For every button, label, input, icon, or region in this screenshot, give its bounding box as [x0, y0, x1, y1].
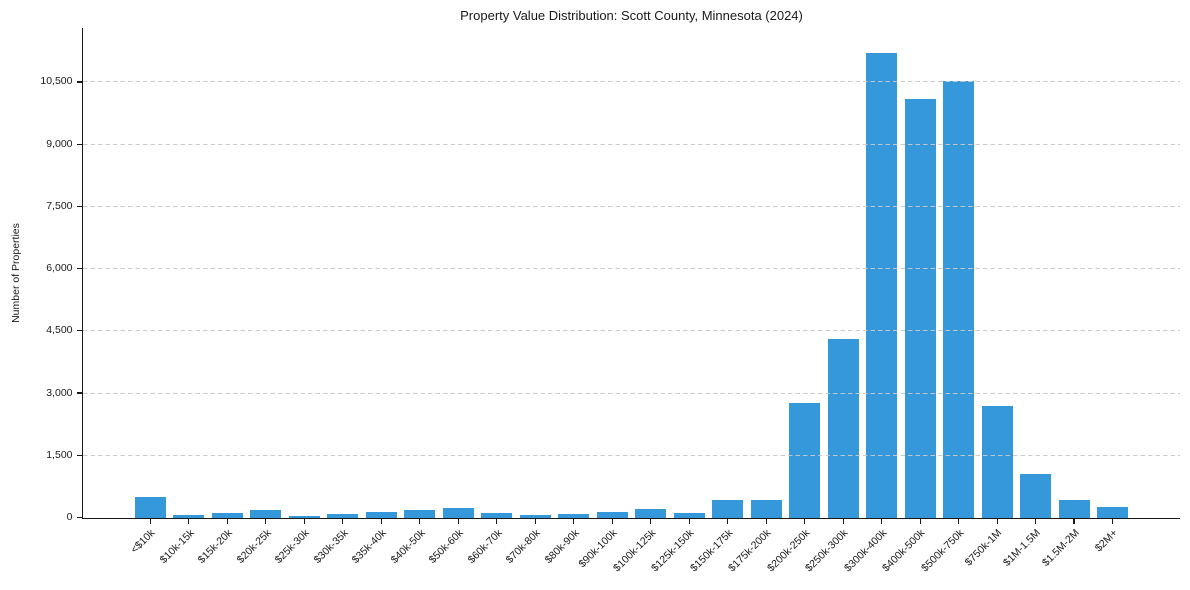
bar-$25k-30k — [288, 515, 320, 518]
x-tick-mark — [496, 519, 498, 525]
x-tick-mark — [342, 519, 344, 525]
gridline — [83, 392, 1180, 394]
x-tick-mark — [265, 519, 267, 525]
x-tick-mark — [804, 519, 806, 525]
y-axis-spine — [81, 28, 83, 519]
x-axis-labels: <$10k $10k-15k $15k-20k $20k-25k $25k-30k $30… — [83, 527, 1180, 587]
x-tick-label: $15k-20k — [195, 527, 235, 567]
x-tick-mark — [573, 519, 575, 525]
bar-$500k-750k — [943, 81, 975, 518]
bar-$90k-100k — [596, 511, 628, 518]
x-tick-mark — [149, 519, 151, 525]
y-tick-mark — [76, 330, 82, 332]
bar-$400k-500k — [904, 98, 936, 518]
x-tick-mark — [419, 519, 421, 525]
bar-$300k-400k — [866, 52, 898, 518]
y-tick-mark — [76, 392, 82, 394]
y-tick-mark — [76, 516, 82, 519]
x-tick-mark — [1035, 519, 1037, 525]
bar-$80k-90k — [558, 513, 590, 518]
bar-$10k-15k — [173, 515, 205, 518]
y-tick-mark — [76, 205, 82, 208]
x-tick-mark — [919, 519, 921, 525]
x-tick-label: $25k-30k — [272, 527, 312, 567]
bar-$750k-1M — [981, 405, 1013, 518]
bar-$250k-300k — [827, 339, 859, 518]
x-tick-label: $50k-60k — [426, 527, 466, 567]
x-tick-label: $35k-40k — [349, 527, 389, 567]
y-tick-mark — [76, 454, 82, 456]
x-tick-mark — [1111, 519, 1114, 525]
gridline — [83, 330, 1180, 332]
x-axis-spine — [81, 517, 1180, 520]
x-tick-mark — [727, 519, 729, 525]
y-tick-label: 9,000 — [46, 137, 73, 150]
gridline — [83, 268, 1180, 270]
y-tick-label: 1,500 — [46, 448, 73, 461]
bar-$40k-50k — [404, 509, 436, 518]
bar-$60k-70k — [481, 513, 513, 518]
y-tick-label: 3,000 — [46, 386, 73, 399]
x-tick-label: $10k-15k — [157, 527, 197, 567]
x-tick-mark — [996, 519, 998, 525]
plot-area — [83, 28, 1180, 518]
x-tick-label: $60k-70k — [465, 527, 505, 567]
x-tick-mark — [611, 519, 613, 525]
y-tick-mark — [76, 81, 82, 83]
bar-$125k-150k — [673, 512, 705, 518]
x-tick-mark — [881, 519, 883, 525]
bar-$2M+ — [1097, 507, 1129, 518]
bar-$50k-60k — [442, 508, 474, 518]
gridline — [83, 205, 1180, 207]
x-tick-mark — [303, 519, 305, 525]
x-tick-mark — [226, 519, 228, 525]
bar-$20k-25k — [250, 510, 282, 518]
bar-$35k-40k — [365, 511, 397, 518]
x-tick-label: $30k-35k — [311, 527, 351, 567]
bar-$175k-200k — [750, 499, 782, 518]
x-tick-label: $80k-90k — [542, 527, 582, 567]
x-tick-label: <$10k — [128, 527, 158, 556]
y-tick-mark — [76, 267, 82, 270]
x-tick-mark — [380, 519, 382, 525]
bar-$30k-35k — [327, 513, 359, 518]
x-tick-label: $1M-1.5M — [1001, 527, 1044, 569]
x-tick-mark — [457, 519, 459, 525]
bar-$100k-125k — [635, 509, 667, 518]
x-tick-mark — [1073, 519, 1075, 525]
x-tick-label: $750k-1M — [963, 527, 1005, 569]
bar-$1.5M-2M — [1058, 499, 1090, 518]
x-tick-mark — [534, 519, 536, 525]
gridline — [83, 143, 1180, 145]
x-tick-label: $1.5M-2M — [1039, 527, 1082, 569]
x-tick-mark — [688, 519, 690, 525]
y-tick-label: 0 — [66, 511, 73, 523]
bar-$15k-20k — [211, 512, 243, 518]
x-tick-label: $20k-25k — [234, 527, 274, 567]
y-tick-label: 7,500 — [46, 199, 73, 212]
y-tick-label: 6,000 — [46, 262, 73, 275]
y-tick-mark — [76, 143, 82, 145]
gridline — [83, 81, 1180, 83]
x-tick-label: $70k-80k — [503, 527, 543, 567]
x-tick-mark — [765, 519, 767, 525]
bar-<$10k — [134, 497, 166, 518]
x-tick-label: $40k-50k — [388, 527, 428, 567]
bar-$150k-175k — [712, 500, 744, 518]
x-tick-mark — [188, 519, 190, 525]
y-tick-label: 10,500 — [40, 75, 73, 88]
x-tick-label: $2M+ — [1092, 527, 1121, 555]
x-tick-mark — [842, 519, 844, 525]
bar-$1M-1.5M — [1020, 473, 1052, 518]
x-tick-mark — [650, 519, 652, 525]
x-tick-mark — [958, 519, 960, 525]
gridline — [83, 454, 1180, 456]
bar-$200k-250k — [789, 402, 821, 518]
chart-title: Property Value Distribution: Scott Count… — [460, 8, 803, 23]
y-tick-label: 4,500 — [46, 324, 73, 337]
bar-$70k-80k — [519, 514, 551, 518]
